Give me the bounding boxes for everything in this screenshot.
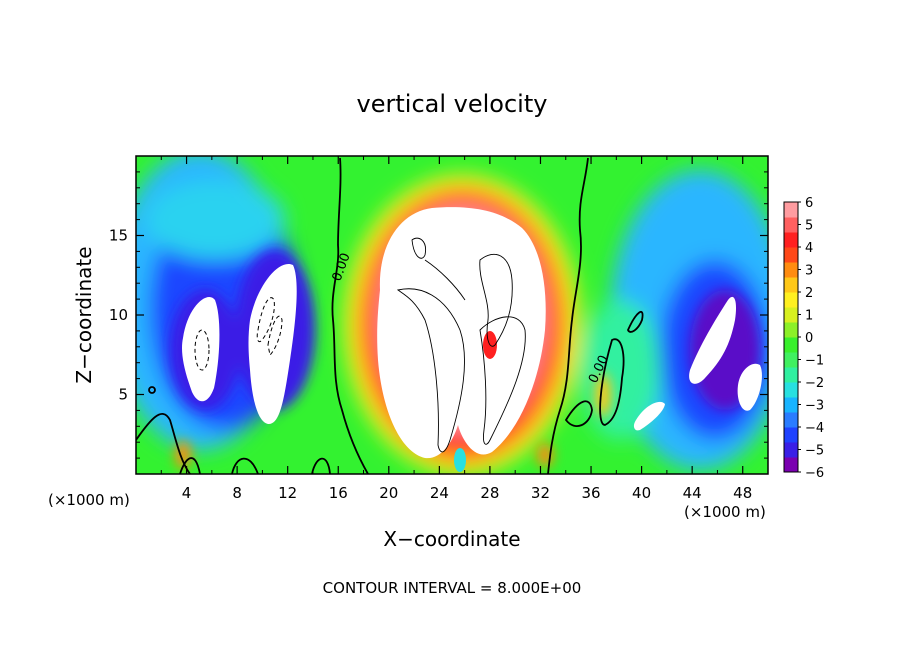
colorbar-swatch: [784, 382, 798, 398]
zero-contour-left: [331, 157, 369, 474]
y-axis-title: Z−coordinate: [72, 246, 96, 383]
colorbar-swatch: [784, 232, 798, 248]
saturated-region-center: [377, 207, 546, 459]
colorbar-swatch: [784, 307, 798, 323]
y-axis: 5 10 15: [109, 171, 768, 459]
colorbar-swatch: [784, 262, 798, 278]
colorbar-label: 2: [805, 286, 813, 301]
colorbar-swatch: [784, 457, 798, 473]
x-tick-label: 44: [683, 484, 702, 502]
x-axis: 4 8 12 16 20 24 28 32 36 40 44 48: [160, 156, 752, 502]
x-tick-label: 20: [379, 484, 398, 502]
colorbar-swatch: [784, 277, 798, 293]
colorbar-label: −6: [805, 466, 824, 481]
x-tick-label: 28: [480, 484, 499, 502]
zero-contour-right: [547, 157, 589, 474]
colorbar-swatch: [784, 337, 798, 353]
x-tick-label: 24: [430, 484, 449, 502]
saturated-region-right-1: [689, 296, 737, 384]
saturated-region-right-3: [633, 401, 665, 431]
colorbar-swatch: [784, 217, 798, 233]
saturated-region-right-2: [737, 363, 762, 411]
y-tick-label: 15: [109, 227, 128, 245]
y-tick-label: 10: [109, 306, 128, 324]
colorbar-label: −1: [805, 354, 824, 369]
saturated-region-left-2: [248, 263, 297, 425]
colorbar-swatch: [784, 247, 798, 263]
x-tick-label: 36: [581, 484, 600, 502]
colorbar-swatch: [784, 397, 798, 413]
plot-area: 0.00 0.00: [136, 156, 768, 474]
colorbar-label: −2: [805, 376, 824, 391]
colorbar-label: 1: [805, 309, 813, 324]
colorbar-label: 6: [805, 196, 813, 211]
colorbar-label: −3: [805, 399, 824, 414]
x-tick-label: 32: [531, 484, 550, 502]
colorbar-label: 3: [805, 264, 813, 279]
colorbar-label: −5: [805, 444, 824, 459]
x-tick-label: 40: [632, 484, 651, 502]
x-tick-label: 8: [232, 484, 242, 502]
colorbar-label: −4: [805, 421, 824, 436]
colorbar-swatch: [784, 202, 798, 218]
x-unit-right: (×1000 m): [684, 503, 766, 521]
colorbar-swatch: [784, 352, 798, 368]
negative-contour-lines: [194, 297, 283, 371]
x-tick-label: 48: [733, 484, 752, 502]
x-unit-left: (×1000 m): [48, 491, 130, 509]
x-tick-label: 4: [182, 484, 192, 502]
colorbar-swatch: [784, 412, 798, 428]
interior-contour-lines: [396, 237, 526, 453]
colorbar-label: 4: [805, 241, 813, 256]
colorbar-swatch: [784, 427, 798, 443]
colorbar-swatch: [784, 292, 798, 308]
colorbar-label: 5: [805, 219, 813, 234]
y-tick-label: 5: [118, 386, 128, 404]
colorbar-label: 0: [805, 331, 813, 346]
colorbar-swatch: [784, 442, 798, 458]
contour-interval-note: CONTOUR INTERVAL = 8.000E+00: [323, 579, 582, 597]
x-axis-title: X−coordinate: [383, 527, 520, 551]
chart-title: vertical velocity: [357, 90, 548, 118]
colorbar-swatch: [784, 322, 798, 338]
saturated-region-left-1: [182, 296, 220, 402]
colorbar-swatch: [784, 367, 798, 383]
x-tick-label: 16: [329, 484, 348, 502]
colorbar: 6 5 4 3 2 1 0 −1 −2 −3 −4 −5 −6: [783, 196, 824, 481]
zero-contour-lines: [136, 157, 644, 474]
x-tick-label: 12: [278, 484, 297, 502]
